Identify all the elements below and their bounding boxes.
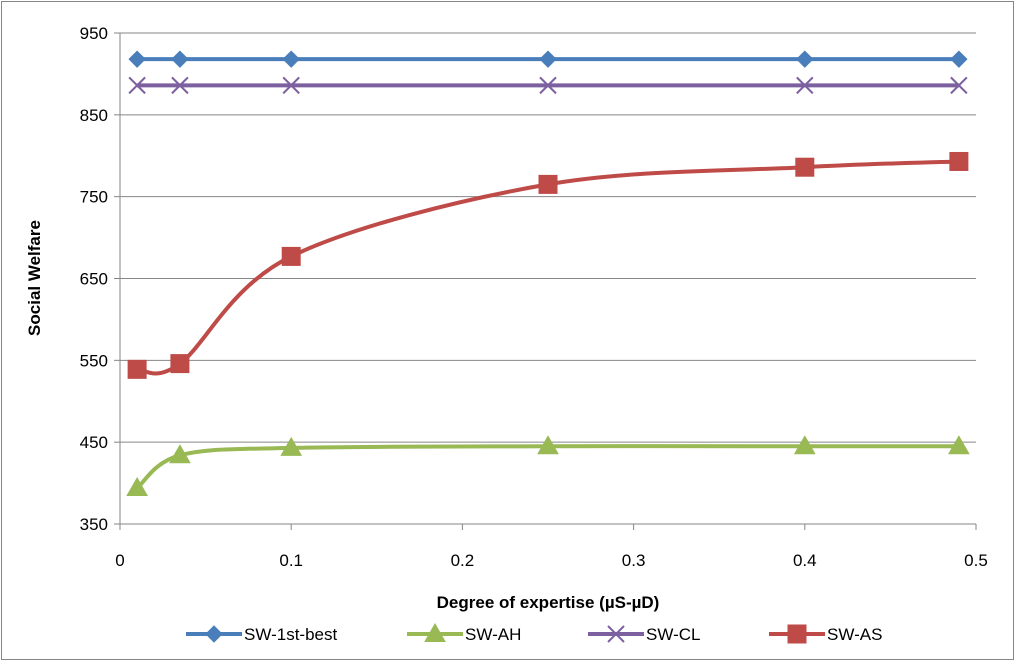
data-point-sw-as: [170, 354, 190, 374]
y-tick-label: 450: [80, 433, 108, 452]
x-tick-label: 0.3: [622, 551, 646, 570]
data-point-sw-as: [538, 174, 558, 194]
legend-item-sw-as: SW-AS: [769, 624, 882, 644]
data-point-sw-ah: [793, 435, 816, 455]
y-tick-label: 650: [80, 270, 108, 289]
legend-item-sw-cl: SW-CL: [588, 625, 700, 644]
legend: SW-1st-best SW-AH SW-CL SW-AS: [186, 622, 882, 644]
series-sw-ah: [126, 435, 970, 496]
legend-marker: [607, 625, 625, 643]
legend-item-sw-1st-best: SW-1st-best: [186, 625, 337, 644]
data-point-sw-cl: [171, 76, 189, 95]
legend-label: SW-1st-best: [244, 625, 337, 644]
x-tick-label: 0.5: [964, 551, 988, 570]
legend-label: SW-AS: [827, 625, 882, 644]
data-point-sw-as: [127, 359, 147, 379]
legend-marker: [787, 624, 807, 644]
data-point-sw-ah: [169, 444, 191, 464]
x-tick-labels: 0 0.1 0.2 0.3 0.4 0.5: [115, 551, 988, 570]
legend-item-sw-ah: SW-AH: [407, 622, 521, 644]
data-point-sw-1st-best: [950, 50, 968, 68]
data-point-sw-cl: [128, 76, 146, 95]
x-tick-label: 0.4: [793, 551, 817, 570]
legend-label: SW-AH: [465, 625, 521, 644]
x-tick-label: 0.2: [451, 551, 475, 570]
x-tick-label: 0.1: [279, 551, 303, 570]
data-point-sw-1st-best: [128, 50, 146, 68]
y-tick-label: 550: [80, 351, 108, 370]
series-sw-as: [127, 151, 969, 379]
y-tick-label: 950: [80, 24, 108, 43]
y-tick-label: 750: [80, 188, 108, 207]
gridlines: [114, 32, 976, 525]
series-line-sw-ah: [135, 444, 959, 490]
data-point-sw-1st-best: [796, 50, 814, 68]
legend-marker: [205, 625, 223, 643]
x-axis-title: Degree of expertise (µS-µD): [437, 593, 660, 612]
data-point-sw-1st-best: [171, 50, 189, 68]
data-point-sw-cl: [539, 76, 557, 95]
data-point-sw-cl: [950, 76, 968, 95]
legend-marker: [424, 622, 446, 642]
y-tick-label: 350: [80, 515, 108, 534]
data-point-sw-1st-best: [539, 50, 557, 68]
y-axis-title: Social Welfare: [25, 220, 44, 336]
series-sw-cl: [128, 76, 968, 95]
y-tick-label: 850: [80, 106, 108, 125]
series-sw-1st-best: [128, 50, 968, 68]
x-tick-label: 0: [115, 551, 124, 570]
data-point-sw-cl: [282, 76, 300, 95]
series-line-sw-as: [136, 159, 959, 376]
data-point-sw-ah: [948, 435, 970, 455]
data-point-sw-ah: [126, 476, 148, 496]
data-point-sw-ah: [537, 435, 559, 455]
data-point-sw-as: [281, 246, 301, 266]
data-point-sw-ah: [280, 436, 303, 456]
data-point-sw-cl: [796, 76, 814, 95]
data-point-sw-as: [795, 157, 815, 177]
y-tick-labels: 350 450 550 650 750 850 950: [80, 24, 108, 534]
data-point-sw-as: [949, 151, 969, 171]
legend-label: SW-CL: [646, 625, 700, 644]
axes: [119, 33, 977, 530]
data-point-sw-1st-best: [282, 50, 300, 68]
series-layer: [126, 50, 970, 496]
